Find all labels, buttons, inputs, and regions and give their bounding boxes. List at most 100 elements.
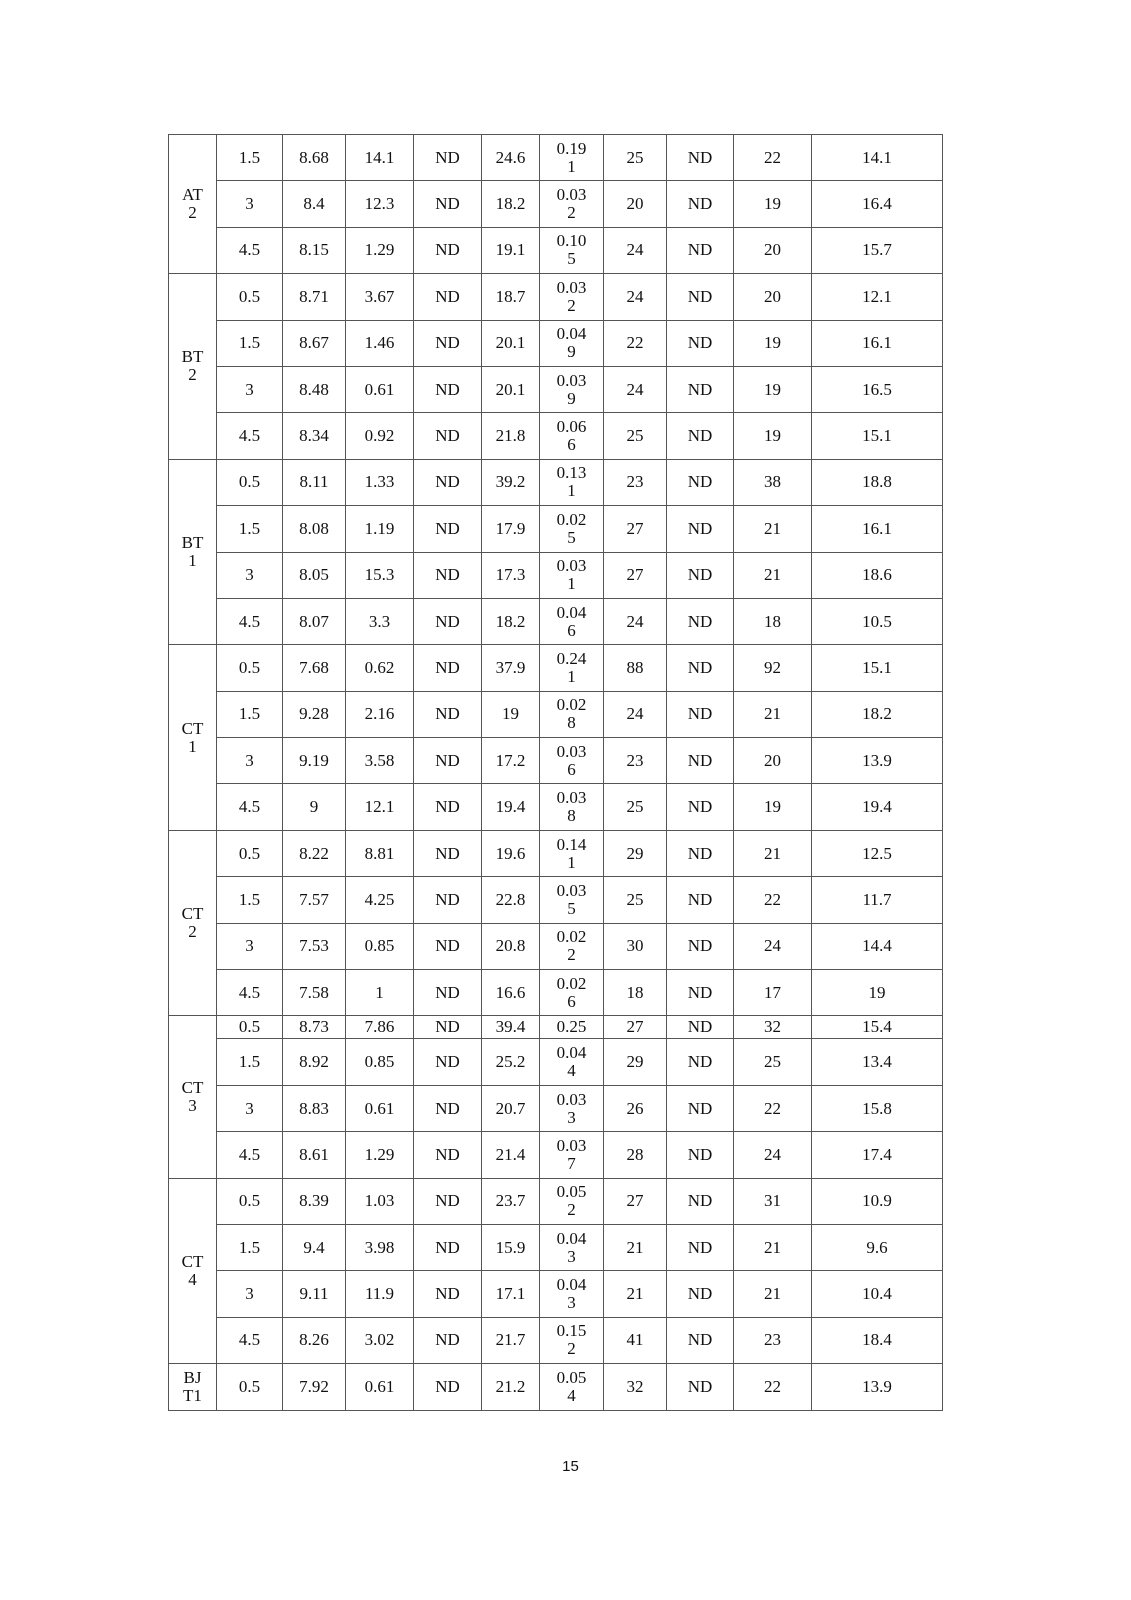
table-cell: ND xyxy=(413,1363,482,1411)
table-cell: 7.92 xyxy=(282,1363,346,1411)
table-row: 3 9.11 11.9 ND 17.1 0.043 21 ND 21 10.4 xyxy=(169,1270,943,1318)
table-row: BT2 0.5 8.71 3.67 ND 18.7 0.032 24 ND 20 12.1 xyxy=(168,273,943,460)
table-cell: 19 xyxy=(481,690,540,739)
table-cell: 19.4 xyxy=(811,783,943,831)
table-cell: ND xyxy=(413,551,482,599)
table-cell: 0.5 xyxy=(216,1015,283,1040)
cell-value: 22 xyxy=(764,1098,781,1118)
table-cell: 0.036 xyxy=(539,737,604,785)
table-cell: ND xyxy=(413,458,482,507)
sample-group-cell: CT2 xyxy=(168,829,217,1017)
cell-value: 8.15 xyxy=(299,240,329,260)
table-cell: 0.61 xyxy=(345,1084,414,1133)
cell-value: 20.8 xyxy=(495,936,526,956)
cell-value: 0.85 xyxy=(364,936,395,956)
sample-group-label: AT2 xyxy=(182,185,203,223)
cell-value: 0.241 xyxy=(556,648,587,686)
cell-value: 22 xyxy=(764,1376,781,1396)
table-cell: 21.8 xyxy=(481,412,540,460)
table-cell: 92 xyxy=(733,644,812,692)
table-cell: ND xyxy=(666,1038,734,1086)
table-cell: ND xyxy=(666,1177,734,1225)
table-cell: 0.044 xyxy=(539,1038,604,1086)
table-cell: ND xyxy=(413,690,482,739)
table-cell: 8.07 xyxy=(282,597,346,646)
cell-value: 3.58 xyxy=(364,750,395,770)
table-cell: ND xyxy=(666,505,734,553)
table-cell: 1.03 xyxy=(345,1177,414,1225)
table-cell: 26 xyxy=(603,1084,667,1133)
cell-value: 18.6 xyxy=(862,565,892,585)
cell-value: ND xyxy=(687,1098,713,1118)
table-cell: 16.5 xyxy=(811,365,943,414)
table-cell: 14.4 xyxy=(811,922,943,971)
table-cell: 27 xyxy=(603,551,667,599)
cell-value: 8.71 xyxy=(299,286,329,306)
table-cell: 3 xyxy=(216,365,283,414)
table-cell: 7.86 xyxy=(345,1015,414,1040)
table-row: CT3 0.5 8.73 7.86 ND 39.4 0.25 27 ND 32 15.4 xyxy=(168,1015,943,1179)
cell-value: 8.92 xyxy=(299,1052,329,1072)
cell-value: 19 xyxy=(502,704,519,724)
cell-value: 1.29 xyxy=(364,1144,395,1164)
table-cell: ND xyxy=(413,273,482,321)
table-row: 4.5 8.26 3.02 ND 21.7 0.152 41 ND 23 18.4 xyxy=(169,1316,943,1365)
table-cell: 3.98 xyxy=(345,1223,414,1272)
cell-value: ND xyxy=(435,1284,460,1304)
table-cell: 7.58 xyxy=(282,969,346,1017)
cell-value: 21 xyxy=(764,1237,781,1257)
table-cell: 19 xyxy=(733,412,812,460)
cell-value: 9 xyxy=(309,797,319,817)
table-row: 3 8.48 0.61 ND 20.1 0.039 24 ND 19 16.5 xyxy=(169,365,943,414)
cell-value: 19 xyxy=(764,333,781,353)
table-cell: 0.046 xyxy=(539,597,604,646)
sample-group-cell: CT1 xyxy=(168,644,217,831)
cell-value: 0.049 xyxy=(556,324,587,362)
table-cell: 8.4 xyxy=(282,180,346,228)
table-cell: 39.4 xyxy=(481,1015,540,1040)
cell-value: 41 xyxy=(626,1330,644,1350)
cell-value: 22.8 xyxy=(495,889,526,909)
table-row: 4.5 8.61 1.29 ND 21.4 0.037 28 ND 24 17.4 xyxy=(169,1131,943,1179)
cell-value: 32 xyxy=(626,1376,644,1396)
table-cell: 25 xyxy=(603,412,667,460)
cell-value: 0.5 xyxy=(238,472,261,492)
cell-value: 11.7 xyxy=(862,889,892,909)
sample-group-label: CT2 xyxy=(181,904,204,942)
cell-value: ND xyxy=(687,333,713,353)
table-cell: 0.61 xyxy=(345,1363,414,1411)
table-cell: ND xyxy=(413,644,482,692)
table-cell: 0.032 xyxy=(539,180,604,228)
cell-value: 1.5 xyxy=(238,1237,261,1257)
cell-value: 18.2 xyxy=(495,194,526,214)
cell-value: 3 xyxy=(245,936,254,956)
cell-value: 22 xyxy=(626,333,644,353)
table-cell: 19.6 xyxy=(481,829,540,878)
table-cell: 2.16 xyxy=(345,690,414,739)
table-cell: 18.8 xyxy=(811,458,943,507)
table-cell: 0.054 xyxy=(539,1363,604,1411)
cell-value: 1.19 xyxy=(364,518,395,538)
table-cell: 0.031 xyxy=(539,551,604,599)
table-cell: 0.62 xyxy=(345,644,414,692)
table-cell: 3.02 xyxy=(345,1316,414,1365)
cell-value: 20 xyxy=(626,194,644,214)
table-cell: 0.5 xyxy=(216,458,283,507)
table-row: 3 8.05 15.3 ND 17.3 0.031 27 ND 21 18.6 xyxy=(169,551,943,599)
cell-value: 0.5 xyxy=(238,1376,261,1396)
table-cell: 0.033 xyxy=(539,1084,604,1133)
cell-value: 24 xyxy=(626,611,644,631)
cell-value: ND xyxy=(435,1191,460,1211)
cell-value: 0.105 xyxy=(556,231,587,269)
table-cell: 1.29 xyxy=(345,1131,414,1179)
cell-value: 0.052 xyxy=(556,1182,587,1220)
table-cell: 24.6 xyxy=(481,133,540,182)
cell-value: 24 xyxy=(626,379,644,399)
cell-value: ND xyxy=(435,704,460,724)
table-cell: 4.5 xyxy=(216,969,283,1017)
table-cell: 16.1 xyxy=(811,319,943,367)
table-cell: 21.4 xyxy=(481,1131,540,1179)
cell-value: ND xyxy=(687,518,713,538)
cell-value: 24 xyxy=(764,1144,781,1164)
cell-value: 4.5 xyxy=(238,1330,261,1350)
